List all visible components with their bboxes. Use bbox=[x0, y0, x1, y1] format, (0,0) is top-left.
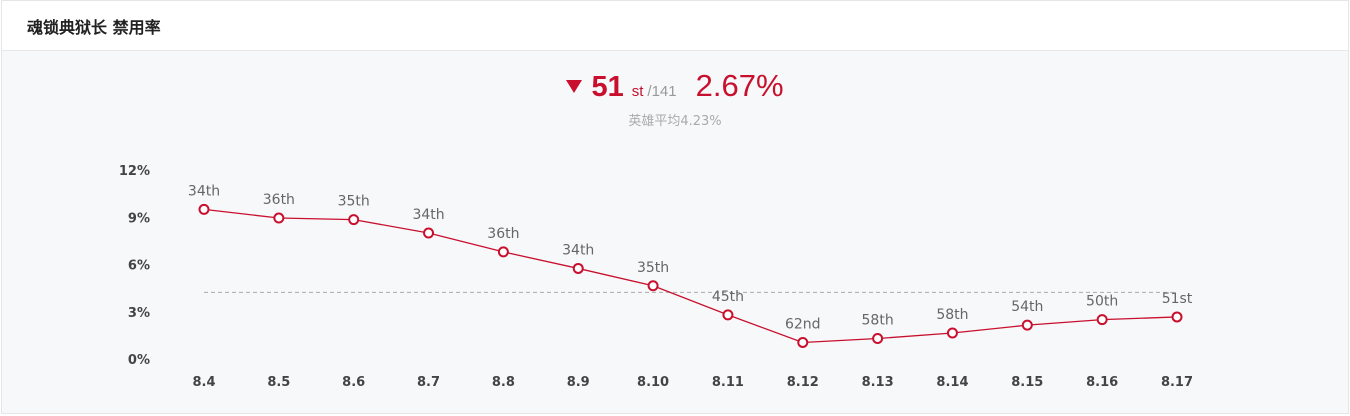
rank-data-label: 58th bbox=[936, 307, 968, 323]
y-tick-label: 12% bbox=[119, 164, 150, 179]
data-point bbox=[198, 203, 210, 215]
rank-data-label: 36th bbox=[487, 226, 519, 242]
data-point bbox=[722, 309, 734, 321]
x-tick-label: 8.10 bbox=[637, 375, 669, 390]
data-point bbox=[1096, 314, 1108, 326]
ban-rate-series-line bbox=[203, 208, 1178, 344]
rank-data-label: 34th bbox=[562, 242, 594, 258]
ban-rate-value: 2.67% bbox=[695, 68, 784, 103]
data-point bbox=[1171, 311, 1183, 323]
x-tick-label: 8.11 bbox=[712, 375, 744, 390]
x-tick-label: 8.9 bbox=[567, 375, 590, 390]
rank-data-label: 35th bbox=[338, 194, 370, 210]
data-point bbox=[572, 262, 584, 274]
y-tick-label: 3% bbox=[128, 306, 150, 321]
x-tick-label: 8.14 bbox=[936, 375, 968, 390]
rank-data-label: 36th bbox=[263, 192, 295, 208]
x-tick-label: 8.5 bbox=[267, 375, 290, 390]
x-tick-label: 8.17 bbox=[1161, 375, 1193, 390]
data-point bbox=[497, 246, 509, 258]
rank-data-label: 62nd bbox=[785, 316, 821, 332]
rank-summary: 51 st /141 2.67% bbox=[566, 68, 784, 104]
down-triangle-icon bbox=[566, 80, 583, 93]
summary: 51 st /141 2.67% 英雄平均4.23% bbox=[0, 68, 1350, 129]
x-tick-label: 8.12 bbox=[787, 375, 819, 390]
panel-header: 魂锁典狱长 禁用率 bbox=[2, 1, 1348, 51]
rank-data-label: 58th bbox=[862, 313, 894, 329]
rank-data-label: 51st bbox=[1162, 291, 1193, 307]
x-tick-label: 8.4 bbox=[192, 375, 215, 390]
data-point bbox=[946, 327, 958, 339]
rank-data-label: 50th bbox=[1086, 294, 1118, 310]
rank-data-label: 54th bbox=[1011, 299, 1043, 315]
data-point bbox=[423, 227, 435, 239]
y-tick-label: 6% bbox=[128, 259, 150, 274]
x-tick-label: 8.8 bbox=[492, 375, 515, 390]
rank-data-label: 35th bbox=[637, 260, 669, 276]
x-tick-label: 8.7 bbox=[417, 375, 440, 390]
data-point bbox=[1021, 319, 1033, 331]
data-point bbox=[273, 212, 285, 224]
x-tick-label: 8.15 bbox=[1011, 375, 1043, 390]
data-point bbox=[348, 214, 360, 226]
rank-data-label: 34th bbox=[188, 183, 220, 199]
rank-number: 51 bbox=[591, 71, 624, 103]
panel-title: 魂锁典狱长 禁用率 bbox=[27, 17, 161, 37]
data-point bbox=[647, 280, 659, 292]
y-tick-label: 9% bbox=[128, 211, 150, 226]
rank-total: /141 bbox=[647, 83, 677, 100]
average-ban-rate: 英雄平均4.23% bbox=[628, 114, 722, 129]
y-tick-label: 0% bbox=[128, 353, 150, 368]
x-tick-label: 8.16 bbox=[1086, 375, 1118, 390]
rank-suffix: st bbox=[631, 83, 644, 100]
rank-data-label: 45th bbox=[712, 289, 744, 305]
data-point bbox=[797, 336, 809, 348]
x-tick-label: 8.6 bbox=[342, 375, 365, 390]
rank-data-label: 34th bbox=[412, 207, 444, 223]
x-tick-label: 8.13 bbox=[862, 375, 894, 390]
data-point bbox=[872, 333, 884, 345]
